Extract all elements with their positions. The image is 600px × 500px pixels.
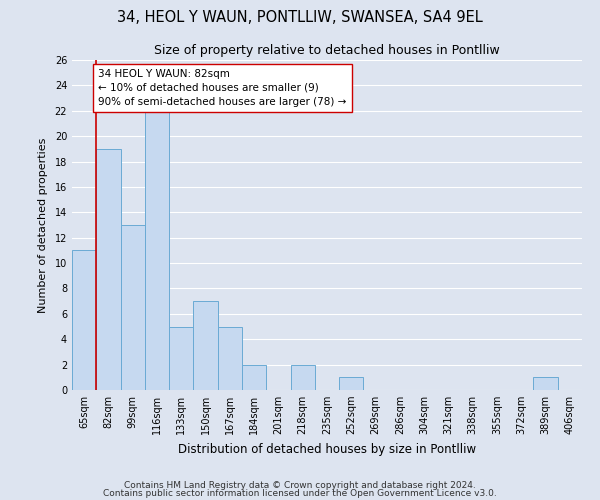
Bar	[145, 111, 169, 390]
Bar	[242, 364, 266, 390]
Bar	[533, 378, 558, 390]
Bar	[193, 301, 218, 390]
X-axis label: Distribution of detached houses by size in Pontlliw: Distribution of detached houses by size …	[178, 442, 476, 456]
Y-axis label: Number of detached properties: Number of detached properties	[38, 138, 47, 312]
Text: Contains public sector information licensed under the Open Government Licence v3: Contains public sector information licen…	[103, 488, 497, 498]
Text: 34, HEOL Y WAUN, PONTLLIW, SWANSEA, SA4 9EL: 34, HEOL Y WAUN, PONTLLIW, SWANSEA, SA4 …	[117, 10, 483, 25]
Bar	[290, 364, 315, 390]
Text: 34 HEOL Y WAUN: 82sqm
← 10% of detached houses are smaller (9)
90% of semi-detac: 34 HEOL Y WAUN: 82sqm ← 10% of detached …	[98, 69, 347, 107]
Bar	[96, 149, 121, 390]
Bar	[339, 378, 364, 390]
Title: Size of property relative to detached houses in Pontlliw: Size of property relative to detached ho…	[154, 44, 500, 58]
Bar	[121, 225, 145, 390]
Bar	[72, 250, 96, 390]
Text: Contains HM Land Registry data © Crown copyright and database right 2024.: Contains HM Land Registry data © Crown c…	[124, 481, 476, 490]
Bar	[169, 326, 193, 390]
Bar	[218, 326, 242, 390]
